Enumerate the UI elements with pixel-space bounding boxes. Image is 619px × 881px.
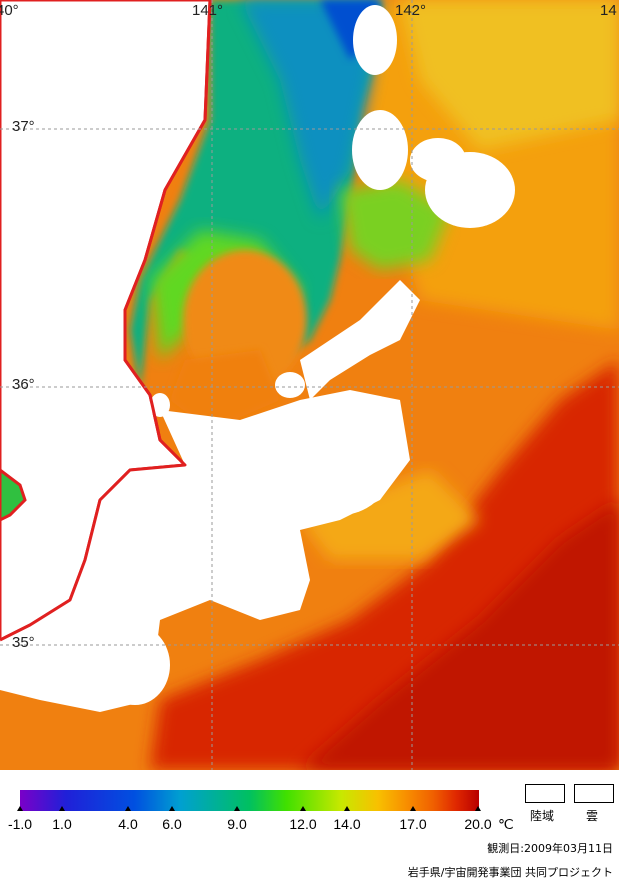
- temperature-colorbar: [20, 790, 479, 811]
- sst-warm-eddy: [183, 250, 307, 390]
- longitude-label-140: 40°: [0, 2, 19, 19]
- graticule: [0, 0, 619, 770]
- tick-label: -1.0: [7, 816, 33, 832]
- longitude-label-142: 142°: [395, 2, 427, 19]
- sst-yellow-zone: [400, 0, 619, 150]
- land-fragment: [0, 468, 27, 522]
- tick-mark: [234, 806, 240, 811]
- coastline: [0, 0, 212, 642]
- sst-yellow-patch: [300, 470, 480, 560]
- cloud-legend-swatch: [574, 784, 614, 803]
- tick-mark: [59, 806, 65, 811]
- unit-label: ℃: [498, 816, 514, 832]
- tick-mark: [410, 806, 416, 811]
- latitude-label-35: 35°: [12, 634, 35, 651]
- legend-panel: -1.0 1.0 4.0 6.0 9.0 12.0 14.0 17.0 20.0…: [0, 770, 619, 881]
- latitude-label-37: 37°: [12, 118, 35, 135]
- land-legend-swatch: [525, 784, 565, 803]
- tick-label: 14.0: [333, 816, 361, 832]
- observation-date: 観測日:2009年03月11日: [487, 842, 613, 855]
- tick-label: 17.0: [399, 816, 427, 832]
- tick-label: 20.0: [464, 816, 492, 832]
- cloud-cover: [0, 5, 515, 712]
- latitude-label-36: 36°: [12, 376, 35, 393]
- sst-green-band: [340, 180, 450, 270]
- cloud-legend-label: 雲: [586, 809, 599, 823]
- sea-surface-temperature-map: [0, 0, 619, 770]
- tick-label: 9.0: [227, 816, 247, 832]
- tick-mark: [125, 806, 131, 811]
- tick-label: 1.0: [52, 816, 72, 832]
- tick-label: 6.0: [162, 816, 182, 832]
- tick-mark: [300, 806, 306, 811]
- tick-label: 4.0: [118, 816, 138, 832]
- tick-label: 12.0: [289, 816, 317, 832]
- longitude-label-143: 14: [600, 2, 617, 19]
- tick-mark: [344, 806, 350, 811]
- land-legend-label: 陸域: [530, 809, 555, 823]
- tick-mark: [169, 806, 175, 811]
- credit-line: 岩手県/宇宙開発事業団 共同プロジェクト: [407, 866, 613, 879]
- longitude-label-141: 141°: [192, 2, 224, 19]
- sst-cold-blue-zone: [240, 0, 380, 220]
- tick-mark: [17, 806, 23, 811]
- tick-mark: [475, 806, 481, 811]
- sst-kuroshio-core: [300, 500, 619, 770]
- sst-warm-tongue: [170, 350, 280, 430]
